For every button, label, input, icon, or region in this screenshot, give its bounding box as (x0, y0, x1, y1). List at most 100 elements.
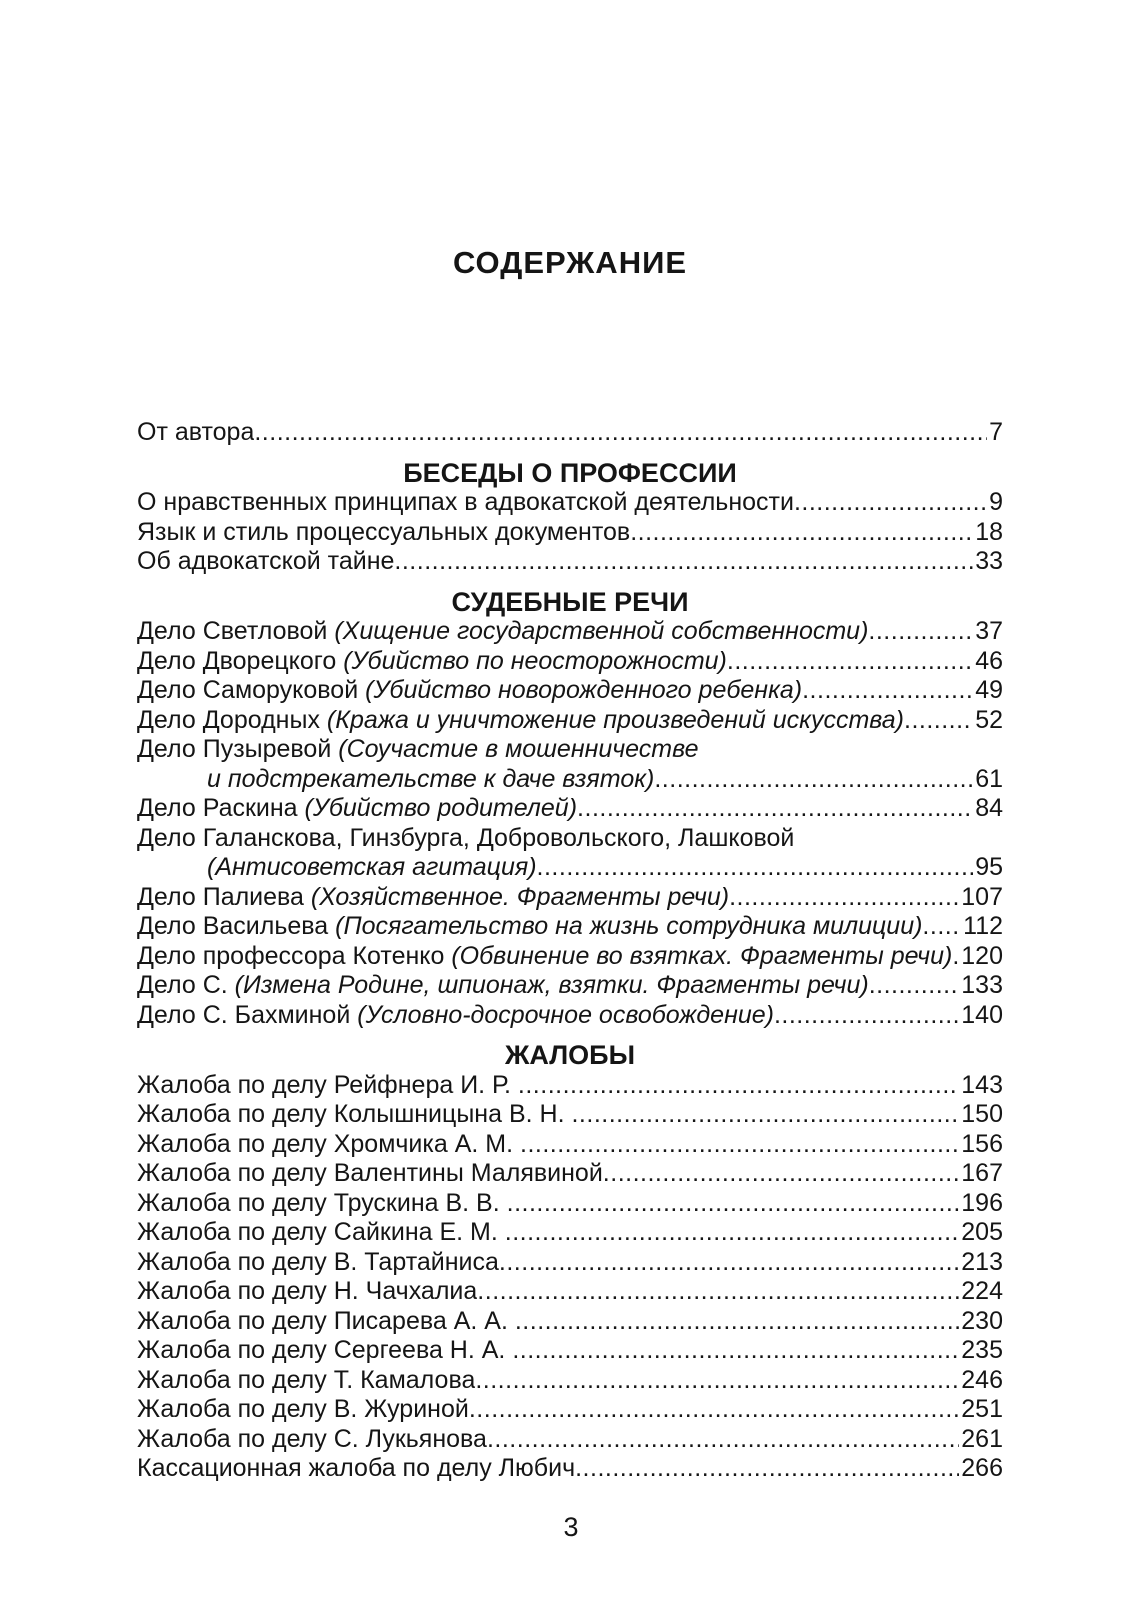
toc-sections: БЕСЕДЫ О ПРОФЕССИИ О нравственных принцип… (137, 458, 1003, 1484)
toc-entry-page-number: 266 (961, 1454, 1003, 1482)
toc-entry: Жалоба по делу Хромчика А. М. 156 (137, 1130, 1003, 1160)
toc-entry-label: Жалоба по делу В. Журиной (137, 1395, 469, 1425)
toc-entry-text: Дело Светловой (137, 617, 335, 645)
toc-entry: Жалоба по делу Сергеева Н. А. 235 (137, 1336, 1003, 1366)
toc-entry-page-number: 261 (961, 1424, 1003, 1453)
toc-entry-subtitle-italic: (Измена Родине, шпионаж, взятки. Фрагмен… (234, 971, 869, 999)
toc-entry-subtitle-italic: (Убийство по неосторожности) (343, 646, 727, 675)
toc-entry-label: (Антисоветская агитация) (207, 853, 537, 883)
toc-entry-page-number: 112 (963, 912, 1003, 940)
dot-leader (577, 794, 973, 824)
dot-leader (475, 1366, 959, 1396)
toc-entry-text: Жалоба по делу В. Журиной (137, 1395, 469, 1423)
toc-entry: Дело Саморуковой (Убийство новорожденног… (137, 676, 1003, 706)
toc-entry-label: Дело Галанскова, Гинзбурга, Добровольско… (137, 824, 794, 854)
toc-entry: Об адвокатской тайне 33 (137, 547, 1003, 577)
toc-entry-label: Дело профессора Котенко (Обвинение во вз… (137, 942, 952, 972)
toc-entry-label: Кассационная жалоба по делу Любич (137, 1454, 575, 1484)
dot-leader (603, 1159, 959, 1189)
toc-entry-page-number: 230 (961, 1306, 1003, 1335)
toc-entry-text: Дело С. (137, 971, 235, 999)
toc-entry-text: Жалоба по делу Трускина В. В. (137, 1188, 507, 1217)
dot-leader (802, 676, 973, 706)
toc-entry: Жалоба по делу Н. Чачхалиа 224 (137, 1277, 1003, 1307)
toc-entry-page-number: 224 (961, 1277, 1003, 1305)
dot-leader (520, 1130, 959, 1160)
toc-entry: Дело С. Бахминой (Условно-досрочное осво… (137, 1001, 1003, 1031)
toc-entry: Жалоба по делу Писарева А. А. 230 (137, 1307, 1003, 1337)
dot-leader (515, 1307, 959, 1337)
toc-entry-text: Дело Галанскова, Гинзбурга, Добровольско… (137, 823, 795, 852)
dot-leader (630, 518, 973, 548)
toc-entry-text: Дело Саморуковой (137, 676, 366, 704)
toc-entry-page-number: 140 (961, 1000, 1003, 1029)
toc-entry-label: От автора (137, 418, 254, 448)
toc-entry-page-number: 52 (975, 705, 1003, 734)
toc-entry-page-number: 120 (961, 941, 1003, 970)
toc-entry-label: Жалоба по делу Писарева А. А. (137, 1307, 515, 1337)
toc-entry-text: Жалоба по делу Колышницына В. Н. (137, 1100, 572, 1128)
dot-leader (505, 1218, 960, 1248)
toc-entry-label: Жалоба по делу Колышницына В. Н. (137, 1100, 571, 1130)
toc-entry-subtitle-italic: (Кража и уничтожение произведений искусс… (326, 705, 904, 734)
toc-entry: Дело Светловой (Хищение государственной … (137, 617, 1003, 647)
toc-entry-page-number: 150 (961, 1100, 1003, 1128)
toc-entry-page-number: 107 (961, 882, 1003, 911)
toc-entry-page-number: 49 (975, 676, 1003, 704)
toc-entry-subtitle-italic: (Антисоветская агитация) (207, 853, 537, 881)
toc-entry-text: Жалоба по делу Сайкина Е. М. (137, 1218, 505, 1246)
toc-entry-text: От автора (137, 418, 255, 446)
toc-entry: Жалоба по делу Сайкина Е. М. 205 (137, 1218, 1003, 1248)
dot-leader (477, 1277, 959, 1307)
toc-entry-text: Дело Пузыревой (137, 735, 339, 763)
toc-entry-subtitle-italic: (Посягательство на жизнь сотрудника мили… (335, 912, 923, 940)
toc-entry-page-number: 143 (961, 1070, 1003, 1099)
toc-entry-label: Жалоба по делу Трускина В. В. (137, 1189, 507, 1219)
toc-entry: Дело Раскина (Убийство родителей) 84 (137, 794, 1003, 824)
toc-entry-subtitle-italic: (Хищение государственной собственности) (334, 617, 869, 645)
toc-entry-label: Жалоба по делу Т. Камалова (137, 1366, 475, 1396)
toc-entry-page-number: 196 (961, 1188, 1003, 1217)
toc-entry: Дело Галанскова, Гинзбурга, Добровольско… (137, 824, 1003, 854)
toc-entry: Дело Дворецкого (Убийство по неосторожно… (137, 647, 1003, 677)
toc-entry: Дело С. (Измена Родине, шпионаж, взятки.… (137, 971, 1003, 1001)
toc-entry-text: Язык и стиль процессуальных документов (137, 517, 631, 546)
toc-entry-subtitle-italic: (Обвинение во взятках. Фрагменты речи) (451, 941, 953, 970)
toc-entry-page-number: 46 (975, 646, 1003, 675)
toc-entry-label: Жалоба по делу Сергеева Н. А. (137, 1336, 512, 1366)
toc-entry-text: Жалоба по делу Валентины Малявиной (137, 1159, 603, 1187)
dot-leader (469, 1395, 959, 1425)
toc-entry: Жалоба по делу С. Лукьянова 261 (137, 1425, 1003, 1455)
toc-entry-page-number: 213 (961, 1247, 1003, 1276)
toc-entry-text: Дело Раскина (137, 794, 305, 822)
toc-entry: Жалоба по делу Трускина В. В. 196 (137, 1189, 1003, 1219)
toc-entry: Жалоба по делу Колышницына В. Н. 150 (137, 1100, 1003, 1130)
dot-leader (727, 647, 973, 677)
toc-entry-page-number: 235 (961, 1336, 1003, 1364)
toc-section: БЕСЕДЫ О ПРОФЕССИИ О нравственных принцип… (137, 458, 1003, 577)
toc-entry-label: Жалоба по делу Н. Чачхалиа (137, 1277, 477, 1307)
toc-entry-label: Жалоба по делу Валентины Малявиной (137, 1159, 603, 1189)
toc-entry-page-number: 133 (961, 971, 1003, 999)
page-number: 3 (563, 1512, 579, 1542)
dot-leader (518, 1071, 959, 1101)
toc-entry-label: Жалоба по делу В. Тартайниса (137, 1248, 499, 1278)
toc-entry-subtitle-italic: и подстрекательстве к даче взяток) (207, 764, 655, 793)
dot-leader (507, 1189, 960, 1219)
toc-entry-label: Дело Саморуковой (Убийство новорожденног… (137, 676, 802, 706)
toc-entry-text: Дело Палиева (137, 882, 311, 911)
dot-leader (952, 942, 959, 972)
toc-entry-page-number: 33 (975, 547, 1003, 575)
toc-entry-page-number: 37 (975, 617, 1003, 645)
toc-entry: От автора 7 (137, 418, 1003, 448)
toc-entry-text: О нравственных принципах в адвокатской д… (137, 488, 794, 516)
toc-entry-page-number: 84 (975, 794, 1003, 822)
toc-entry-label: Язык и стиль процессуальных документов (137, 518, 630, 548)
toc-entry: Дело Васильева (Посягательство на жизнь … (137, 912, 1003, 942)
toc-entry-label: Дело Дворецкого (Убийство по неосторожно… (137, 647, 727, 677)
toc-entry: (Антисоветская агитация) 95 (137, 853, 1003, 883)
toc-entry: Кассационная жалоба по делу Любич 266 (137, 1454, 1003, 1484)
